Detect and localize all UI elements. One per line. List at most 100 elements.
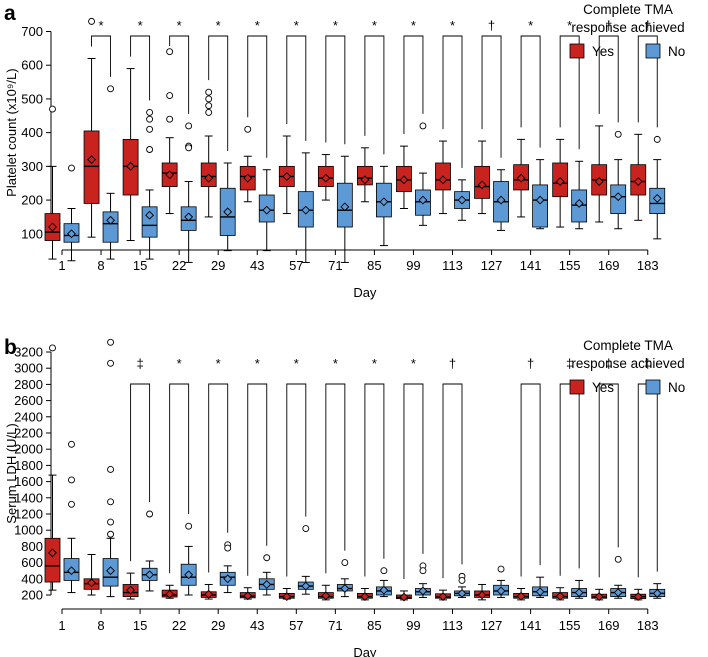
significance-bracket-29: * <box>208 18 229 151</box>
x-tick-label: 1 <box>58 258 65 273</box>
bracket-line <box>91 35 112 77</box>
x-tick-label: 169 <box>598 618 620 633</box>
bracket-line <box>208 35 229 151</box>
x-tick-label: 71 <box>328 618 342 633</box>
mean-diamond <box>555 177 565 186</box>
legend-swatch-no <box>645 379 661 395</box>
outlier-point <box>224 544 232 552</box>
box-no-169 <box>610 130 627 230</box>
significance-bracket-141: * <box>520 18 541 148</box>
significance-marker: † <box>488 18 495 33</box>
box-no-99 <box>415 562 431 598</box>
mean-diamond <box>223 207 233 217</box>
mean-diamond <box>360 592 370 602</box>
significance-marker: * <box>216 356 221 371</box>
box-yes-183 <box>630 588 647 602</box>
significance-marker: † <box>527 356 534 371</box>
box-no-155 <box>571 579 588 599</box>
y-axis-label: Platelet count (x10⁹/L) <box>4 68 19 196</box>
bracket-line <box>598 35 619 123</box>
bracket-line <box>208 383 229 573</box>
x-tick-label: 43 <box>250 618 264 633</box>
x-tick-label: 15 <box>133 258 147 273</box>
significance-bracket-141: † <box>520 356 541 577</box>
mean-diamond <box>301 581 311 591</box>
x-tick-label: 85 <box>367 618 381 633</box>
mean-diamond <box>594 177 604 186</box>
legend-label-no: No <box>668 380 685 395</box>
outlier-point <box>458 576 466 584</box>
mean-diamond <box>613 588 623 598</box>
bracket-line <box>598 383 619 578</box>
outlier-point <box>419 567 427 575</box>
outlier-point <box>49 105 56 113</box>
box-yes-99 <box>396 590 412 602</box>
mean-diamond <box>340 202 350 212</box>
outlier-point <box>205 102 213 110</box>
box-no-141 <box>532 159 548 230</box>
outlier-point <box>166 115 174 123</box>
significance-marker: † <box>605 18 612 33</box>
outlier-point <box>614 130 622 138</box>
panel-label: b <box>4 336 17 359</box>
outlier-point <box>68 164 75 172</box>
legend-swatch-yes <box>569 43 585 59</box>
outlier-point <box>419 122 427 130</box>
box-yes-113 <box>435 589 451 602</box>
box-no-22 <box>180 522 197 596</box>
x-tick-label: 155 <box>559 618 581 633</box>
outlier-point <box>107 338 115 346</box>
mean-diamond <box>262 205 272 215</box>
x-tick-label: 155 <box>559 258 581 273</box>
y-tick-label: 600 <box>21 555 43 570</box>
mean-diamond <box>477 590 487 600</box>
box-no-127 <box>493 565 509 598</box>
significance-marker: * <box>99 18 104 33</box>
mean-diamond <box>457 195 467 205</box>
box-no-183 <box>649 583 666 599</box>
significance-marker: * <box>528 18 533 33</box>
outlier-point <box>146 115 154 123</box>
bracket-line <box>637 35 658 128</box>
y-tick-label: 200 <box>21 193 43 208</box>
x-tick-label: 57 <box>289 618 303 633</box>
bracket-line <box>403 35 424 135</box>
mean-diamond <box>574 199 584 208</box>
outlier-point <box>653 135 661 143</box>
legend-swatch-no <box>645 43 661 59</box>
significance-marker: † <box>449 356 456 371</box>
mean-diamond <box>438 175 448 185</box>
mean-diamond <box>48 548 57 558</box>
mean-diamond <box>457 588 467 598</box>
outlier-point <box>88 17 96 25</box>
significance-marker: ‡ <box>136 356 143 371</box>
mean-diamond <box>262 580 272 589</box>
box-no-15 <box>141 108 158 260</box>
legend: Complete TMA response achieved Yes No <box>569 2 685 59</box>
y-tick-label: 400 <box>21 571 43 586</box>
mean-diamond <box>574 588 584 598</box>
box-yes-43 <box>239 587 256 601</box>
bracket-line <box>364 383 385 577</box>
significance-marker: * <box>177 18 182 33</box>
outlier-point <box>185 122 193 130</box>
significance-marker: * <box>372 356 377 371</box>
outlier-point <box>341 559 349 567</box>
y-tick-label: 500 <box>21 91 43 106</box>
box-yes-155 <box>552 138 569 228</box>
box-iqr <box>532 184 548 228</box>
mean-diamond <box>379 197 389 207</box>
box-no-155 <box>571 160 588 230</box>
significance-marker: * <box>567 18 572 33</box>
significance-bracket-43: * <box>247 18 268 158</box>
x-tick-label: 71 <box>328 258 342 273</box>
x-tick-label: 183 <box>637 618 659 633</box>
bracket-line <box>325 35 346 145</box>
mean-diamond <box>87 578 96 588</box>
box-yes-127 <box>474 583 490 601</box>
significance-marker: * <box>216 18 221 33</box>
mean-diamond <box>399 592 409 602</box>
box-no-169 <box>610 555 627 599</box>
significance-marker: ‡ <box>566 356 573 371</box>
box-no-29 <box>219 541 236 594</box>
